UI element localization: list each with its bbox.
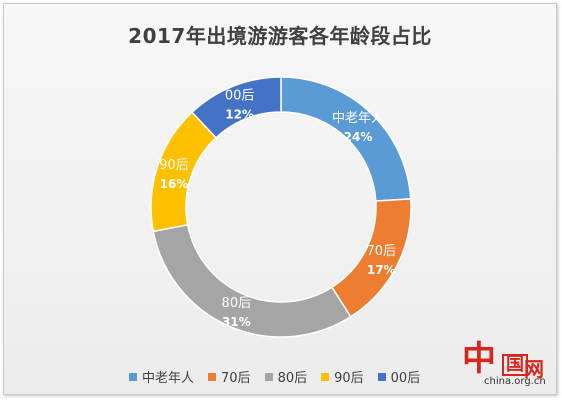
slice-category-label-1: 70后 [366, 244, 396, 259]
legend-swatch-0 [129, 372, 137, 381]
chart-legend: 中老年人 70后 80后 90后 00后 [129, 367, 420, 386]
legend-label-4: 00后 [390, 371, 421, 386]
legend-item-4: 00后 [377, 367, 421, 386]
slice-value-label-0: 24% [344, 130, 373, 144]
logo-mark: 中 [462, 339, 496, 379]
donut-slice-2 [152, 223, 352, 338]
chart-frame: 2017年出境游游客各年龄段占比 中老年人 24% 70后 17% 80后 31% 90后 1… [3, 3, 557, 395]
chart-title: 2017年出境游游客各年龄段占比 [128, 24, 432, 48]
china-org-logo: 中 国 网 china.org.cn [462, 342, 554, 392]
slice-category-label-4: 00后 [225, 88, 255, 103]
legend-item-0: 中老年人 [129, 367, 194, 386]
legend-swatch-3 [321, 372, 330, 381]
slice-value-label-2: 31% [222, 315, 251, 329]
donut-slice-4 [190, 76, 282, 139]
slice-category-label-2: 80后 [222, 296, 252, 311]
legend-item-1: 70后 [208, 367, 251, 386]
legend-label-1: 70后 [221, 371, 251, 386]
slice-value-label-4: 12% [225, 107, 254, 121]
legend-swatch-1 [208, 372, 217, 381]
legend-swatch-2 [264, 372, 273, 381]
legend-item-3: 90后 [321, 367, 364, 386]
legend-label-3: 90后 [334, 371, 364, 386]
slice-category-label-3: 90后 [159, 158, 189, 173]
legend-swatch-4 [377, 372, 386, 381]
slice-value-label-3: 16% [160, 177, 189, 191]
logo-url: china.org.cn [484, 376, 546, 387]
legend-label-2: 80后 [277, 371, 308, 386]
donut-chart: 中老年人 24% 70后 17% 80后 31% 90后 16% 00后 12% [150, 76, 412, 338]
logo-site-suffix: 网 [524, 357, 544, 381]
slice-category-label-0: 中老年人 [332, 111, 384, 126]
legend-item-2: 80后 [264, 367, 308, 386]
legend-label-0: 中老年人 [142, 371, 195, 386]
logo-small: 国 [502, 354, 528, 376]
slice-value-label-1: 17% [367, 263, 396, 277]
